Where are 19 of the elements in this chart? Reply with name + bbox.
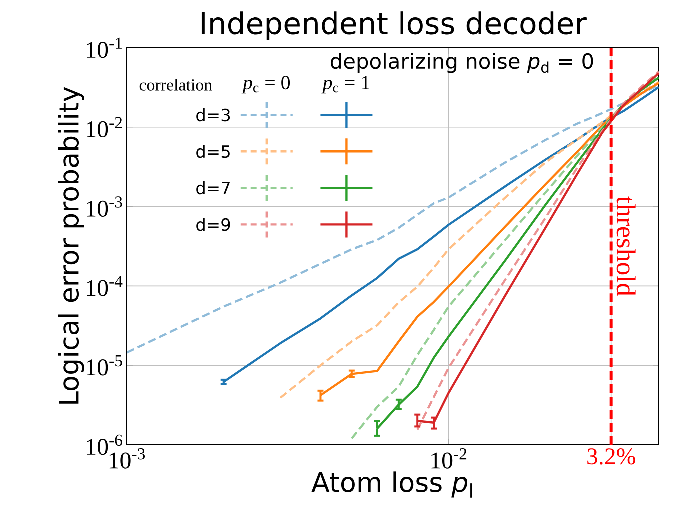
y-tick-label: 10$^{-2}$: [87, 117, 122, 138]
y-tick-label: 10$^{-1}$: [87, 38, 122, 58]
y-tick-label: 10$^{-4}$: [87, 276, 123, 296]
legend-label: d=9: [196, 218, 230, 232]
legend-title: depolarizing noise p$_{d}$ = 0: [330, 52, 594, 74]
legend-label: d=3: [196, 108, 230, 122]
annotation: correlation: [140, 78, 212, 91]
legend-label: d=5: [196, 145, 230, 158]
chart-title: Independent loss decoder: [202, 12, 587, 41]
x-axis-title: Atom loss p$_{l}$: [312, 472, 472, 498]
y-tick-label: 10$^{-3}$: [87, 196, 122, 217]
annotation: p$_{c}$ = 0: [242, 76, 290, 94]
ref-line-label: threshold: [616, 196, 636, 296]
x-tick-label: 10$^{-2}$: [432, 448, 467, 469]
x-tick-label: 3.2%: [588, 448, 636, 465]
y-tick-label: 10$^{-5}$: [87, 356, 122, 376]
legend-label: d=7: [196, 182, 230, 195]
annotation: p$_{c}$ = 1: [322, 76, 370, 94]
y-axis-title: Logical error probability: [58, 87, 84, 404]
